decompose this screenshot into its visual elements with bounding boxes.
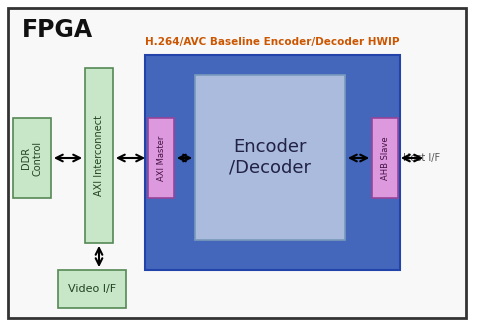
Text: AXI Interconnect: AXI Interconnect: [94, 115, 104, 196]
Bar: [85, 68, 113, 243]
Bar: [13, 118, 51, 198]
Bar: [58, 270, 126, 308]
Bar: [145, 55, 400, 270]
Text: FPGA: FPGA: [22, 18, 93, 42]
Bar: [195, 75, 345, 240]
Text: Host I/F: Host I/F: [403, 153, 440, 163]
Text: AXI Master: AXI Master: [156, 135, 166, 181]
Text: DDR
Control: DDR Control: [21, 140, 43, 175]
Bar: [372, 118, 398, 198]
Text: Video I/F: Video I/F: [68, 284, 116, 294]
Text: AHB Slave: AHB Slave: [381, 136, 389, 180]
Text: H.264/AVC Baseline Encoder/Decoder HWIP: H.264/AVC Baseline Encoder/Decoder HWIP: [145, 37, 399, 47]
Text: Encoder
/Decoder: Encoder /Decoder: [229, 138, 311, 177]
Bar: [148, 118, 174, 198]
